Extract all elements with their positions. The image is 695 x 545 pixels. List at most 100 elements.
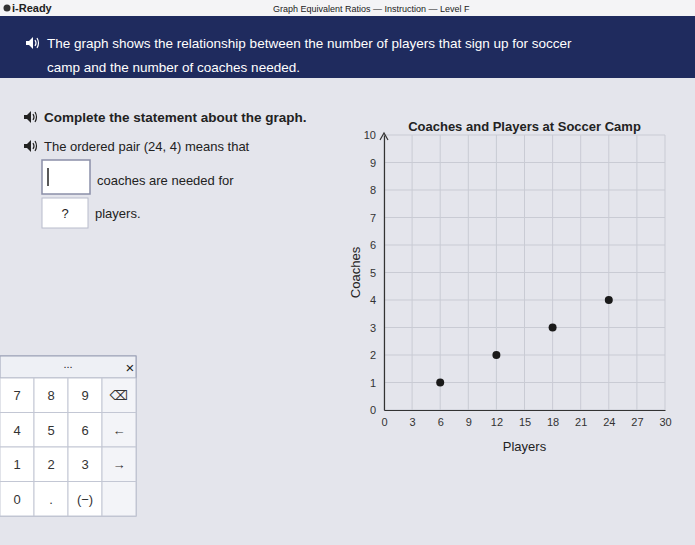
x-tick-label: 27 [631, 416, 643, 428]
x-tick-label: 30 [659, 416, 671, 428]
y-tick-label: 9 [370, 157, 376, 169]
grid-line-x [608, 135, 609, 410]
keypad-key[interactable] [0, 413, 34, 448]
speaker-icon[interactable] [26, 37, 39, 49]
keypad-key-label[interactable]: → [113, 457, 126, 472]
y-axis-title: Coaches [348, 246, 363, 298]
speaker-icon[interactable] [24, 140, 37, 152]
y-tick-label: 1 [370, 377, 376, 389]
x-tick: 21 [575, 410, 587, 428]
grid-line-x [524, 135, 525, 410]
keypad-panel [0, 356, 136, 516]
keypad-key-label[interactable]: 0 [13, 492, 20, 507]
keypad-key-label[interactable]: 3 [81, 457, 88, 472]
y-tick-label: 3 [370, 322, 376, 334]
speaker-waves[interactable] [33, 141, 37, 151]
y-tick: 9 [370, 157, 384, 169]
x-tick: 24 [603, 410, 615, 428]
keypad-key-label[interactable]: 8 [47, 388, 54, 403]
keypad-key[interactable] [34, 482, 68, 517]
y-axis-line [384, 136, 385, 411]
x-tick: 18 [547, 410, 559, 428]
keypad-key-label[interactable]: ← [113, 423, 126, 438]
y-tick-label: 7 [370, 212, 376, 224]
keypad-key[interactable] [68, 482, 102, 517]
keypad-key[interactable] [68, 447, 102, 482]
speaker-body[interactable] [24, 111, 31, 123]
points [436, 296, 613, 387]
chart: Coaches and Players at Soccer Camp036912… [348, 119, 672, 454]
keypad-key[interactable] [34, 413, 68, 448]
y-tick: 4 [370, 294, 384, 306]
speaker-waves[interactable] [33, 112, 37, 122]
y-tick: 7 [370, 212, 384, 224]
keypad-key[interactable] [0, 378, 34, 413]
keypad-key[interactable] [0, 482, 34, 517]
speaker-body[interactable] [24, 140, 31, 152]
speaker-icon[interactable] [24, 111, 37, 123]
keypad-key[interactable] [102, 447, 136, 482]
y-tick: 8 [370, 184, 384, 196]
y-tick: 1 [370, 377, 384, 389]
keypad-key-label[interactable]: 9 [81, 388, 88, 403]
keypad-key-label[interactable]: 4 [13, 423, 20, 438]
keypad-key-label[interactable]: 1 [13, 457, 20, 472]
x-tick: 0 [381, 410, 387, 428]
x-tick-label: 0 [381, 416, 387, 428]
keypad-close[interactable]: × [126, 359, 135, 376]
keypad-key[interactable] [102, 378, 136, 413]
keypad-menu[interactable]: ... [63, 358, 72, 370]
keypad-key[interactable] [102, 482, 136, 517]
text-cursor [47, 168, 49, 186]
keypad-key-label[interactable]: ⌫ [109, 388, 128, 403]
keypad-key-label[interactable]: 6 [81, 423, 88, 438]
brand-dot [4, 5, 11, 12]
keypad-key-label[interactable]: 2 [47, 457, 54, 472]
y-tick: 0 [370, 404, 384, 416]
grid-line-x [496, 135, 497, 410]
data-point [549, 324, 557, 332]
x-tick: 30 [659, 410, 671, 428]
banner-line: camp and the number of coaches needed. [47, 60, 300, 75]
instruction: Complete the statement about the graph. [44, 110, 307, 125]
y-tick-label: 8 [370, 184, 376, 196]
keypad-key[interactable] [102, 413, 136, 448]
keypad-key[interactable] [34, 378, 68, 413]
banner-line: The graph shows the relationship between… [47, 36, 572, 51]
data-point [605, 296, 613, 304]
grid-line-x [384, 135, 385, 410]
y-axis: 0 1 2 3 4 5 6 7 8 9 10 [364, 129, 385, 416]
top-bar [0, 0, 695, 16]
keypad-key[interactable] [0, 447, 34, 482]
x-tick: 15 [519, 410, 531, 428]
grid [384, 135, 665, 410]
y-tick-label: 6 [370, 239, 376, 251]
page: i-ReadyGraph Equivalent Ratios — Instruc… [0, 0, 695, 545]
statement-end: players. [95, 206, 141, 221]
keypad-key-label[interactable]: 7 [13, 388, 20, 403]
statement-middle: coaches are needed for [97, 173, 234, 188]
y-tick-label: 5 [370, 267, 376, 279]
keypad-key-label[interactable]: . [49, 492, 53, 507]
answer-placeholder[interactable]: ? [61, 206, 68, 221]
y-tick-label: 0 [370, 404, 376, 416]
keypad-key[interactable] [34, 447, 68, 482]
keypad: ... × 7 8 9 ⌫ 4 5 6 ← 1 2 3 → 0. (−) [0, 356, 136, 516]
x-tick-label: 6 [438, 416, 444, 428]
x-tick-label: 15 [519, 416, 531, 428]
answer-box-players[interactable] [42, 198, 88, 228]
keypad-key-label[interactable]: 5 [47, 423, 54, 438]
speaker-body[interactable] [26, 37, 33, 49]
x-tick: 12 [491, 410, 503, 428]
keypad-key[interactable] [68, 413, 102, 448]
keypad-key[interactable] [68, 378, 102, 413]
keypad-key-label[interactable]: (−) [77, 492, 93, 507]
grid-line-x [468, 135, 469, 410]
lesson-title: Graph Equivalent Ratios — Instruction — … [273, 4, 470, 14]
grid-line-x [440, 135, 441, 410]
y-tick-label: 10 [364, 129, 376, 141]
answer-box-coaches[interactable] [42, 160, 90, 194]
y-tick: 2 [370, 349, 384, 361]
speaker-waves[interactable] [35, 38, 39, 48]
x-axis: 036912151821242730 [381, 410, 671, 428]
